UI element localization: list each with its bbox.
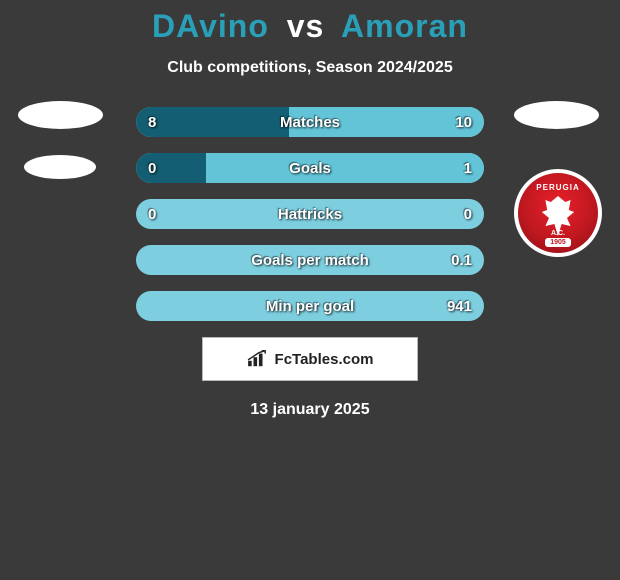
stat-row: 0.1Goals per match (136, 245, 484, 275)
left-team-badge (18, 101, 103, 205)
player1-name: DAvino (152, 8, 269, 44)
vs-separator: vs (287, 8, 325, 44)
stat-label: Min per goal (136, 298, 484, 315)
stat-label: Hattricks (136, 206, 484, 223)
crest-top-text: PERUGIA (536, 183, 579, 192)
stat-label: Matches (136, 114, 484, 131)
stat-row: 941Min per goal (136, 291, 484, 321)
stats-area: PERUGIA A.C. 1905 810Matches 01Goals 00Hat… (0, 107, 620, 321)
watermark-text: FcTables.com (275, 351, 374, 368)
placeholder-ellipse-icon (24, 155, 96, 179)
player2-name: Amoran (341, 8, 468, 44)
stat-row: 00Hattricks (136, 199, 484, 229)
crest-year: 1905 (545, 238, 571, 247)
page-title: DAvino vs Amoran (0, 8, 620, 45)
stat-row: 01Goals (136, 153, 484, 183)
stat-label: Goals per match (136, 252, 484, 269)
bar-chart-icon (247, 350, 269, 368)
date-label: 13 january 2025 (0, 401, 620, 419)
stat-row: 810Matches (136, 107, 484, 137)
stat-label: Goals (136, 160, 484, 177)
subtitle: Club competitions, Season 2024/2025 (0, 59, 620, 77)
comparison-card: DAvino vs Amoran Club competitions, Seas… (0, 0, 620, 419)
stat-rows: 810Matches 01Goals 00Hattricks 0.1Goals per… (136, 107, 484, 321)
right-team-badge: PERUGIA A.C. 1905 (514, 101, 602, 257)
perugia-crest-icon: PERUGIA A.C. 1905 (514, 169, 602, 257)
placeholder-ellipse-icon (18, 101, 103, 129)
crest-mid-text: A.C. (551, 230, 565, 237)
watermark: FcTables.com (202, 337, 418, 381)
placeholder-ellipse-icon (514, 101, 599, 129)
